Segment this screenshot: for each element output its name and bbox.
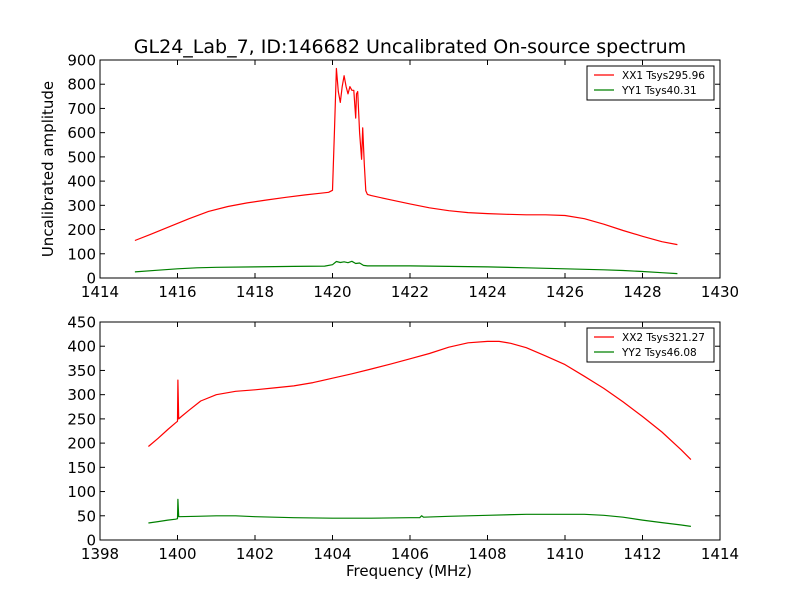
top-y-tick-label: 100 [67, 245, 96, 263]
top-x-tick-label: 1416 [158, 283, 196, 301]
bottom-series-xx-line [148, 340, 692, 461]
bottom-panel: 1398 1400 1402 1404 1406 1408 1410 1412 1414 0 50 1… [67, 314, 739, 581]
top-y-axis-label: Uncalibrated amplitude [39, 81, 57, 257]
top-y-tick-label: 700 [67, 100, 96, 118]
bottom-y-tick-label: 100 [67, 483, 96, 501]
bottom-x-tick-label: 1414 [701, 545, 739, 563]
top-x-tick-label: 1422 [391, 283, 429, 301]
top-series-yy-line [134, 260, 678, 275]
top-x-tick-label: 1424 [468, 283, 506, 301]
bottom-x-tick-label: 1408 [468, 545, 506, 563]
bottom-y-tick-label: 50 [77, 507, 96, 525]
bottom-x-tick-label: 1404 [313, 545, 351, 563]
top-legend-label-xx: XX1 Tsys295.96 [622, 70, 705, 82]
bottom-x-axis-label: Frequency (MHz) [346, 562, 472, 580]
bottom-legend-box [586, 327, 715, 363]
bottom-legend-label-xx: XX2 Tsys321.27 [622, 332, 705, 344]
bottom-y-tick-label: 400 [67, 338, 96, 356]
bottom-y-tick-label: 350 [67, 362, 96, 380]
top-x-tick-label: 1426 [546, 283, 584, 301]
top-y-tick-label: 300 [67, 197, 96, 215]
bottom-x-tick-label: 1398 [81, 545, 119, 563]
bottom-y-tick-label: 250 [67, 410, 96, 428]
bottom-x-tick-label: 1402 [236, 545, 274, 563]
bottom-x-tick-label: 1400 [158, 545, 196, 563]
top-x-tick-label: 1414 [81, 283, 119, 301]
bottom-x-tick-label: 1406 [391, 545, 429, 563]
top-x-tick-label: 1418 [236, 283, 274, 301]
top-x-tick-label: 1430 [701, 283, 739, 301]
top-y-tick-label: 0 [86, 270, 96, 288]
top-y-tick-label: 200 [67, 221, 96, 239]
top-legend-box [586, 65, 715, 101]
top-y-tick-label: 600 [67, 124, 96, 142]
bottom-x-tick-label: 1410 [546, 545, 584, 563]
figure-title: GL24_Lab_7, ID:146682 Uncalibrated On-so… [134, 36, 686, 58]
top-y-tick-label: 800 [67, 76, 96, 94]
bottom-y-tick-label: 150 [67, 459, 96, 477]
bottom-y-tick-label: 0 [86, 532, 96, 550]
top-x-tick-label: 1428 [623, 283, 661, 301]
top-panel: 1414 1416 1418 1420 1422 1424 1426 1428 1430 0 100… [39, 52, 739, 302]
top-series-xx-line [134, 67, 678, 246]
top-y-tick-label: 400 [67, 173, 96, 191]
top-x-tick-label: 1420 [313, 283, 351, 301]
top-y-tick-label: 500 [67, 148, 96, 166]
bottom-y-tick-label: 200 [67, 435, 96, 453]
top-y-tick-label: 900 [67, 52, 96, 70]
bottom-y-tick-label: 450 [67, 314, 96, 332]
top-legend-label-yy: YY1 Tsys40.31 [621, 85, 697, 97]
bottom-x-tick-label: 1412 [623, 545, 661, 563]
bottom-y-tick-label: 300 [67, 386, 96, 404]
bottom-series-yy-line [148, 498, 691, 527]
bottom-legend-label-yy: YY2 Tsys46.08 [621, 347, 697, 359]
